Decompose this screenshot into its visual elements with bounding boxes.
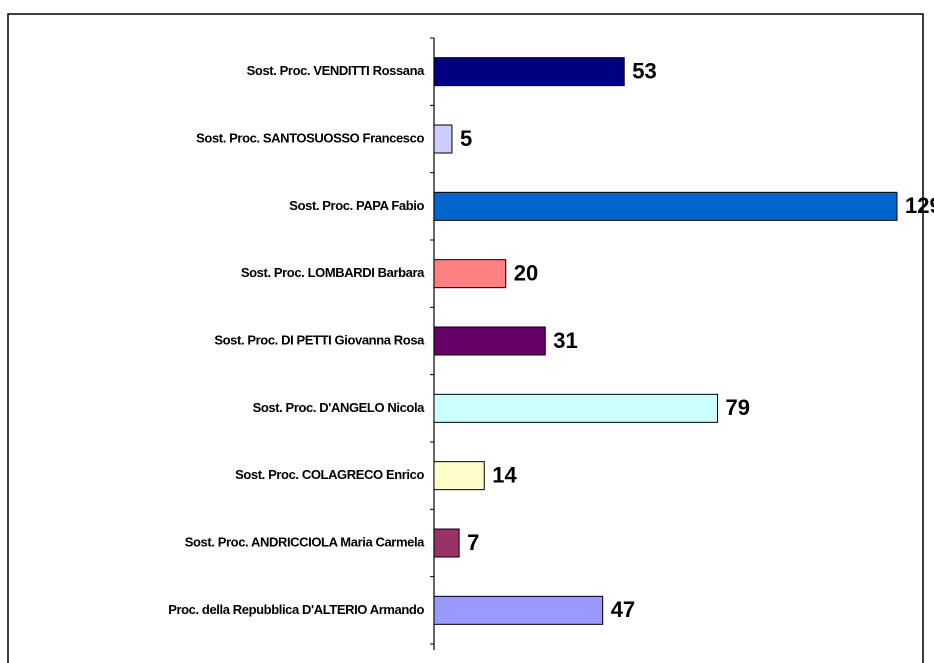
value-label: 5 [460, 126, 472, 151]
bar [433, 326, 546, 356]
category-label: Sost. Proc. PAPA Fabio [289, 198, 424, 213]
value-label: 53 [632, 58, 656, 83]
bar [433, 124, 453, 154]
value-label: 31 [553, 328, 577, 353]
category-label: Sost. Proc. LOMBARDI Barbara [241, 265, 425, 280]
bar [433, 461, 485, 491]
value-label: 14 [492, 462, 517, 487]
category-label: Sost. Proc. DI PETTI Giovanna Rosa [214, 332, 425, 347]
bar [433, 528, 460, 558]
category-label: Sost. Proc. ANDRICCIOLA Maria Carmela [185, 534, 425, 549]
category-label: Sost. Proc. VENDITTI Rossana [247, 63, 426, 78]
category-label: Sost. Proc. D'ANGELO Nicola [253, 400, 426, 415]
value-label: 47 [611, 597, 635, 622]
category-label: Sost. Proc. COLAGRECO Enrico [235, 467, 424, 482]
category-label: Proc. della Repubblica D'ALTERIO Armando [168, 602, 424, 617]
bar [433, 57, 625, 87]
frame [7, 13, 924, 663]
bar [433, 259, 507, 289]
category-label: Sost. Proc. SANTOSUOSSO Francesco [196, 130, 424, 145]
value-label: 20 [514, 260, 538, 285]
value-label: 79 [726, 395, 750, 420]
bar [433, 595, 604, 625]
value-label: 129 [905, 193, 934, 218]
bar [433, 191, 898, 221]
value-label: 7 [467, 530, 479, 555]
bar [433, 393, 719, 423]
